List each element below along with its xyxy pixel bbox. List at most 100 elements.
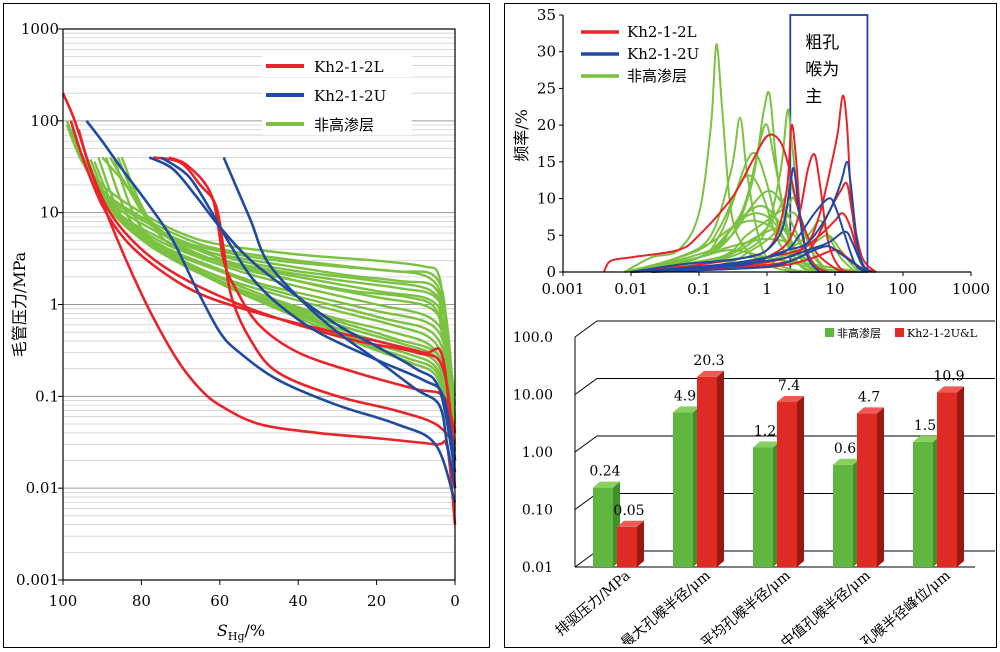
bar xyxy=(937,392,957,567)
y-tick-label: 10 xyxy=(40,204,59,222)
y-tick-label: 0.001 xyxy=(16,571,59,589)
x-tick-label: 20 xyxy=(367,592,386,610)
gridline xyxy=(574,378,995,395)
y-tick-label: 1.00 xyxy=(522,445,553,461)
bar xyxy=(753,447,773,567)
x-tick-label: 0.001 xyxy=(542,280,585,298)
legend-label: Kh2-1-2L xyxy=(627,23,697,41)
series-curve xyxy=(630,160,869,273)
data-label: 7.4 xyxy=(778,378,800,394)
y-tick-label: 15 xyxy=(537,153,556,171)
bar-top xyxy=(697,370,724,377)
x-tick-label: 0 xyxy=(450,592,460,610)
pore-throat-bar-chart: 0.01 0.10 1.00 10.00 100.0 0.24 0.05 排驱压力/MPa 4.… xyxy=(513,320,995,644)
data-label: 0.6 xyxy=(834,441,856,457)
bar xyxy=(857,413,877,567)
series-curve xyxy=(630,182,830,273)
bar xyxy=(777,402,797,567)
legend-background xyxy=(262,84,412,106)
series-curve xyxy=(152,156,456,446)
y-tick-label: 1000 xyxy=(21,20,59,38)
legend-background xyxy=(262,113,412,135)
annotation-text: 主 xyxy=(805,87,822,107)
x-tick-label: 100 xyxy=(889,280,918,298)
y-tick-label: 100.0 xyxy=(513,330,553,346)
bar-top xyxy=(753,441,780,448)
legend-swatch xyxy=(825,328,834,337)
x-tick-label: 60 xyxy=(210,592,229,610)
y-tick-label: 0.1 xyxy=(35,387,59,405)
bar-top xyxy=(593,481,620,488)
series-curve xyxy=(85,120,457,503)
series-curve xyxy=(148,156,457,473)
series-curve xyxy=(160,156,457,461)
bar xyxy=(673,412,693,567)
data-label: 1.2 xyxy=(754,423,776,439)
data-label: 0.05 xyxy=(613,503,644,519)
y-tick-label: 25 xyxy=(537,79,556,97)
y-tick-label: 30 xyxy=(537,43,556,61)
bar-side xyxy=(877,407,884,567)
bar-side xyxy=(797,396,804,567)
series-curve xyxy=(104,156,457,461)
y-tick-label: 35 xyxy=(537,6,556,24)
series-curve xyxy=(651,245,868,273)
legend-background xyxy=(262,55,412,77)
x-tick-label: 1000 xyxy=(952,280,990,298)
x-tick-label: 10 xyxy=(825,280,844,298)
bar-top xyxy=(673,406,700,413)
bar-side xyxy=(957,386,964,567)
annotation-text: 粗孔 xyxy=(805,33,839,53)
data-label: 0.24 xyxy=(589,464,620,480)
y-tick-label: 20 xyxy=(537,116,556,134)
data-label: 20.3 xyxy=(693,353,724,369)
series-curve xyxy=(630,167,821,273)
x-tick-label: 40 xyxy=(289,592,308,610)
bar-top xyxy=(777,396,804,403)
series-curve xyxy=(116,156,457,434)
data-label: 1.5 xyxy=(914,418,936,434)
bar xyxy=(833,464,853,567)
bar xyxy=(617,526,637,567)
bar-side xyxy=(717,370,724,567)
bar-top xyxy=(913,435,940,442)
series-curve xyxy=(108,156,457,425)
y-tick-label: 10.00 xyxy=(513,388,553,404)
y-tick-label: 0.01 xyxy=(26,479,59,497)
y-axis-label: 毛管压力/MPa xyxy=(10,251,29,357)
bar-top xyxy=(937,386,964,393)
series-curve xyxy=(168,156,457,434)
y-axis-label: 频率/% xyxy=(512,109,531,162)
series-curve xyxy=(222,156,457,489)
bar-side xyxy=(637,520,644,567)
x-tick-label: 80 xyxy=(132,592,151,610)
series-curve xyxy=(69,120,457,489)
series-curve xyxy=(77,129,457,461)
category-label: 排驱压力/MPa xyxy=(553,568,634,640)
y-tick-label: 0 xyxy=(546,263,556,281)
data-label: 4.7 xyxy=(858,389,880,405)
x-axis-label: SHg/% xyxy=(217,621,265,643)
bar-top xyxy=(857,407,884,414)
y-tick-label: 100 xyxy=(30,112,59,130)
data-label: 4.9 xyxy=(674,388,696,404)
y-tick-label: 10 xyxy=(537,190,556,208)
legend-label: Kh2-1-2U xyxy=(627,45,699,63)
annotation-text: 喉为 xyxy=(805,60,839,80)
x-tick-label: 0.01 xyxy=(614,280,647,298)
bar-top xyxy=(617,520,644,527)
legend-swatch xyxy=(895,328,904,337)
series-curve xyxy=(112,156,457,461)
x-tick-label: 100 xyxy=(49,592,78,610)
left-panel: 0.001 0.01 0.1 1 10 100 1000 100 80 60 40 20 0 毛管压力/M… xyxy=(3,3,490,648)
legend-label: Kh2-1-2U xyxy=(314,87,386,105)
series-curve xyxy=(651,94,877,273)
gridline xyxy=(574,320,995,338)
series-curve xyxy=(651,230,873,273)
y-tick-label: 0.10 xyxy=(522,503,553,519)
capillary-pressure-chart: 0.001 0.01 0.1 1 10 100 1000 100 80 60 40 20 0 毛管压力/M… xyxy=(10,20,460,643)
bar xyxy=(593,487,613,567)
legend-label: 非高渗层 xyxy=(314,116,374,134)
data-label: 10.9 xyxy=(933,368,964,384)
